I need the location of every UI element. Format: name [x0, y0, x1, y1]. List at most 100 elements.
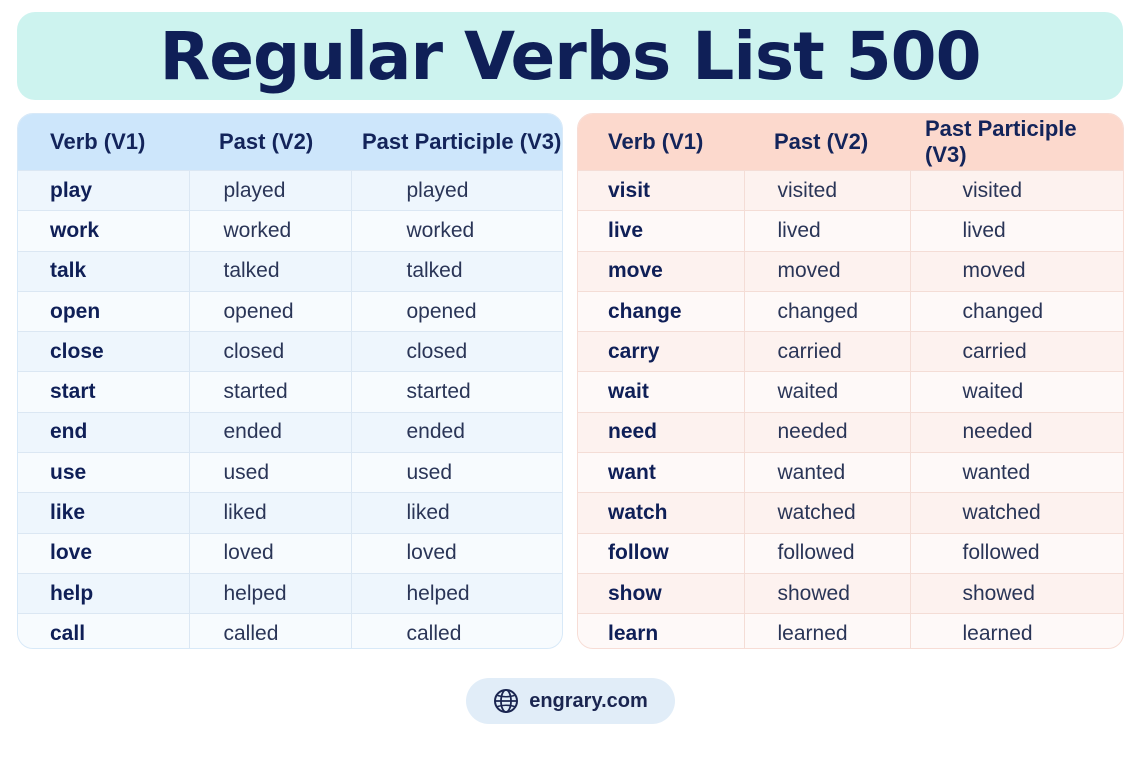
- past-v2-cell: visited: [743, 169, 910, 211]
- table-row: visit visited visited: [578, 169, 1123, 211]
- table-row: watch watched watched: [578, 492, 1123, 534]
- verb-v1-cell: like: [18, 492, 189, 534]
- table-row: want wanted wanted: [578, 452, 1123, 493]
- past-participle-v3-cell: carried: [909, 331, 1123, 372]
- verb-v1-cell: change: [578, 290, 744, 332]
- globe-icon: [494, 689, 519, 713]
- past-v2-cell: started: [188, 371, 351, 413]
- table-row: like liked liked: [18, 492, 562, 534]
- table-row: move moved moved: [578, 250, 1123, 292]
- past-v2-cell: played: [188, 169, 351, 211]
- past-v2-cell: waited: [743, 371, 910, 413]
- past-participle-v3-cell: liked: [350, 492, 562, 534]
- verb-v1-cell: follow: [578, 532, 744, 574]
- table-row: learn learned learned: [578, 613, 1123, 648]
- table-row: close closed closed: [18, 331, 562, 372]
- past-v2-cell: worked: [188, 210, 351, 252]
- verb-v1-cell: close: [18, 331, 189, 372]
- table-row: live lived lived: [578, 210, 1123, 252]
- title-banner: Regular Verbs List 500: [17, 12, 1123, 100]
- verb-v1-cell: want: [578, 452, 744, 493]
- verb-v1-cell: move: [578, 250, 744, 292]
- past-participle-v3-cell: used: [350, 452, 562, 493]
- verb-v1-cell: need: [578, 411, 744, 453]
- left-table-body: play played played work worked worked talk talk…: [18, 169, 562, 648]
- verb-v1-cell: open: [18, 290, 189, 332]
- table-row: show showed showed: [578, 572, 1123, 614]
- past-v2-cell: needed: [743, 411, 910, 453]
- left-verb-table: Verb (V1) Past (V2) Past Participle (V3)…: [18, 114, 562, 648]
- verb-v1-cell: play: [18, 169, 189, 211]
- past-v2-cell: showed: [743, 572, 910, 614]
- website-badge[interactable]: engrary.com: [466, 678, 675, 724]
- table-row: open opened opened: [18, 290, 562, 332]
- table-row: start started started: [18, 371, 562, 413]
- past-v2-cell: wanted: [743, 452, 910, 493]
- table-row: call called called: [18, 613, 562, 648]
- past-participle-v3-cell: opened: [350, 290, 562, 332]
- table-row: talk talked talked: [18, 250, 562, 292]
- past-v2-cell: moved: [743, 250, 910, 292]
- right-table-body: visit visited visited live lived lived move mov…: [578, 169, 1123, 648]
- past-v2-cell: loved: [188, 532, 351, 574]
- verb-v1-cell: use: [18, 452, 189, 493]
- past-v2-cell: opened: [188, 290, 351, 332]
- page-title: Regular Verbs List 500: [159, 17, 981, 95]
- table-row: carry carried carried: [578, 331, 1123, 372]
- past-v2-cell: watched: [743, 492, 910, 534]
- verb-v1-cell: start: [18, 371, 189, 413]
- right-verb-table: Verb (V1) Past (V2) Past Participle (V3)…: [578, 114, 1123, 648]
- table-row: change changed changed: [578, 290, 1123, 332]
- verb-v1-cell: wait: [578, 371, 744, 413]
- past-participle-v3-cell: waited: [909, 371, 1123, 413]
- past-v2-cell: closed: [188, 331, 351, 372]
- past-participle-v3-cell: loved: [350, 532, 562, 574]
- website-url[interactable]: engrary.com: [529, 689, 648, 712]
- table-row: work worked worked: [18, 210, 562, 252]
- table-row: play played played: [18, 169, 562, 211]
- verb-v1-cell: work: [18, 210, 189, 252]
- table-row: help helped helped: [18, 572, 562, 614]
- past-v2-cell: liked: [188, 492, 351, 534]
- header-v2: Past (V2): [189, 114, 351, 171]
- past-participle-v3-cell: needed: [909, 411, 1123, 453]
- verb-v1-cell: help: [18, 572, 189, 614]
- past-participle-v3-cell: called: [350, 613, 562, 648]
- past-v2-cell: lived: [743, 210, 910, 252]
- past-participle-v3-cell: watched: [909, 492, 1123, 534]
- right-verb-table-panel: Verb (V1) Past (V2) Past Participle (V3)…: [577, 113, 1124, 649]
- header-v3: Past Participle (V3): [910, 114, 1123, 171]
- past-participle-v3-cell: lived: [909, 210, 1123, 252]
- header-v3: Past Participle (V3): [351, 114, 562, 171]
- past-participle-v3-cell: changed: [909, 290, 1123, 332]
- table-row: wait waited waited: [578, 371, 1123, 413]
- table-row: end ended ended: [18, 411, 562, 453]
- table-row: need needed needed: [578, 411, 1123, 453]
- past-participle-v3-cell: talked: [350, 250, 562, 292]
- verb-v1-cell: end: [18, 411, 189, 453]
- past-participle-v3-cell: ended: [350, 411, 562, 453]
- past-v2-cell: carried: [743, 331, 910, 372]
- header-v1: Verb (V1): [578, 114, 744, 171]
- left-verb-table-panel: Verb (V1) Past (V2) Past Participle (V3)…: [17, 113, 563, 649]
- past-v2-cell: ended: [188, 411, 351, 453]
- verb-v1-cell: call: [18, 613, 189, 648]
- past-participle-v3-cell: wanted: [909, 452, 1123, 493]
- past-participle-v3-cell: started: [350, 371, 562, 413]
- past-v2-cell: talked: [188, 250, 351, 292]
- table-row: follow followed followed: [578, 532, 1123, 574]
- past-participle-v3-cell: showed: [909, 572, 1123, 614]
- past-participle-v3-cell: worked: [350, 210, 562, 252]
- verb-v1-cell: learn: [578, 613, 744, 648]
- past-participle-v3-cell: played: [350, 169, 562, 211]
- past-v2-cell: used: [188, 452, 351, 493]
- past-v2-cell: followed: [743, 532, 910, 574]
- past-participle-v3-cell: closed: [350, 331, 562, 372]
- past-participle-v3-cell: followed: [909, 532, 1123, 574]
- verb-v1-cell: show: [578, 572, 744, 614]
- past-participle-v3-cell: learned: [909, 613, 1123, 648]
- past-v2-cell: helped: [188, 572, 351, 614]
- past-v2-cell: called: [188, 613, 351, 648]
- verb-v1-cell: carry: [578, 331, 744, 372]
- verb-v1-cell: live: [578, 210, 744, 252]
